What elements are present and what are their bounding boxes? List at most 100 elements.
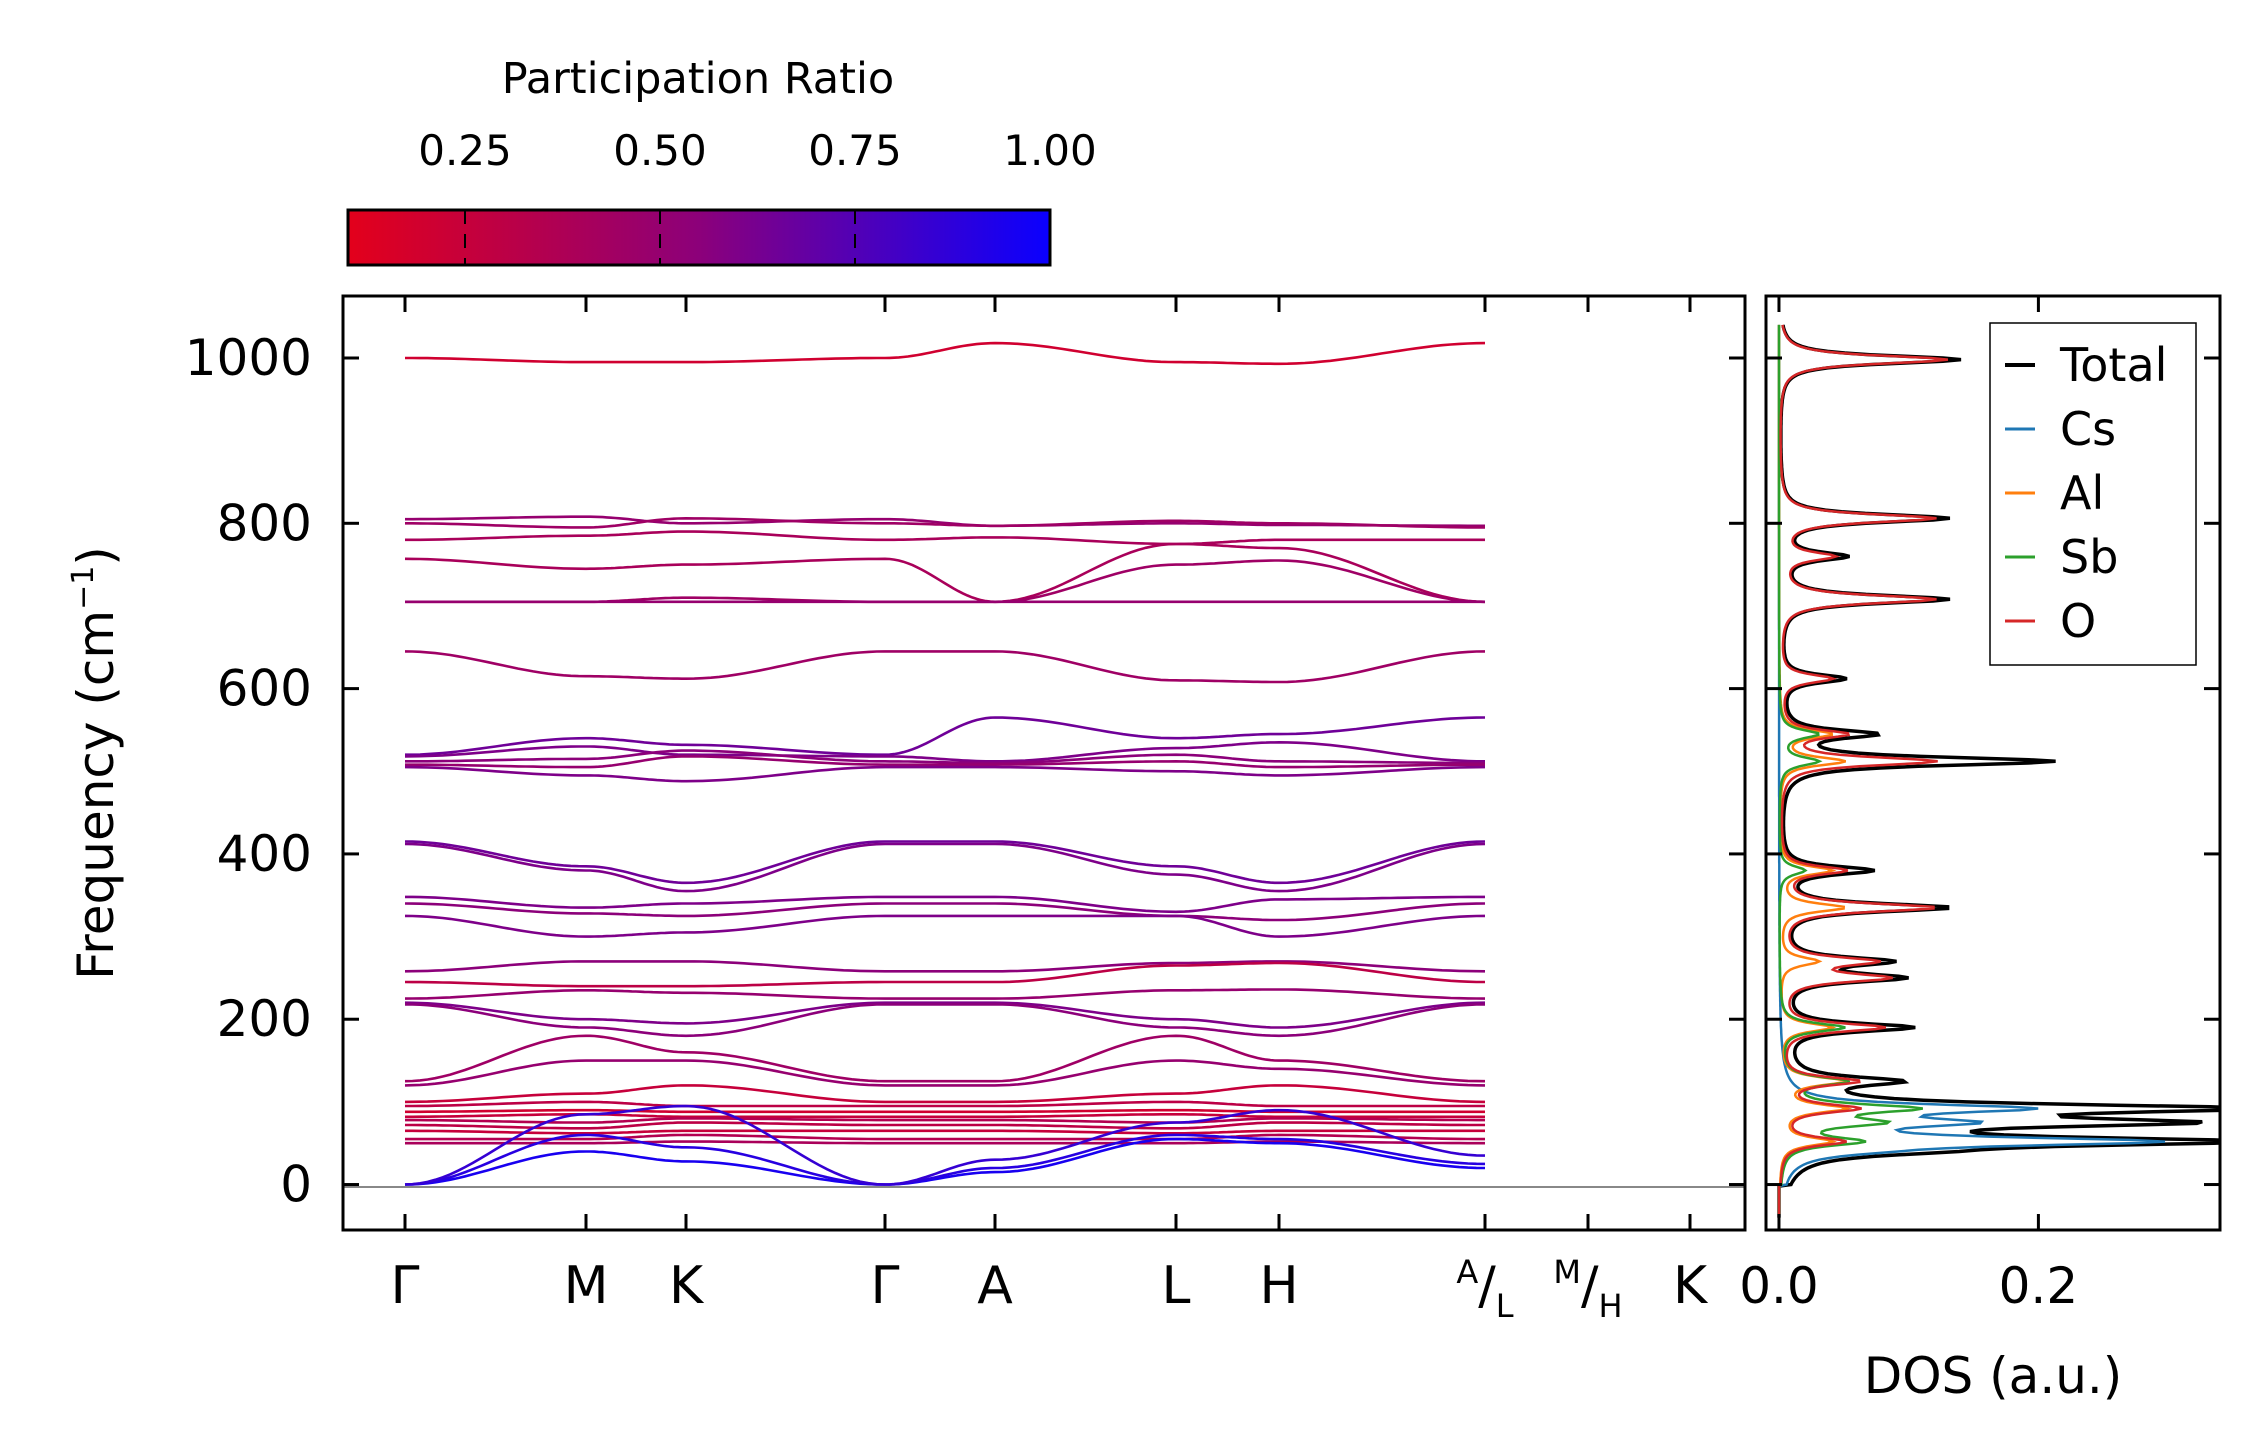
y-tick-label: 400 bbox=[217, 825, 312, 883]
band-b-225 bbox=[404, 988, 1486, 1000]
colorbar-tick: 0.25 bbox=[418, 126, 512, 265]
band-b-508 bbox=[405, 755, 1485, 769]
k-point-label: A bbox=[977, 1256, 1013, 1316]
band-acoustic-2 bbox=[404, 1133, 1486, 1186]
legend-entry: O bbox=[2005, 594, 2096, 648]
k-point-tick: K bbox=[1673, 296, 1709, 1316]
k-point-tick: Γ bbox=[871, 296, 900, 1316]
y-tick: 1000 bbox=[185, 329, 1745, 387]
k-point-label: Γ bbox=[391, 1256, 420, 1316]
band-b-95 bbox=[405, 1100, 1485, 1108]
y-tick-label: 800 bbox=[217, 494, 312, 552]
legend-label: Sb bbox=[2060, 530, 2118, 584]
band-b-348 bbox=[405, 895, 1485, 914]
legend-entry: Cs bbox=[2005, 402, 2116, 456]
band-b-805 bbox=[405, 515, 1485, 528]
band-b-780 bbox=[405, 530, 1485, 546]
y-tick: 800 bbox=[217, 494, 1745, 552]
band-b-512 bbox=[405, 749, 1485, 765]
band-b-245 bbox=[404, 961, 1485, 988]
y-tick: 600 bbox=[217, 660, 1745, 718]
k-point-tick: H bbox=[1259, 296, 1299, 1316]
band-b-415b bbox=[404, 842, 1486, 893]
legend-label: O bbox=[2060, 594, 2096, 648]
main-y-ticks: 0 200 400 600 800 1000 bbox=[185, 329, 1745, 1214]
dos-panel: 0.0 0.2 DOS (a.u.) Total Cs Al Sb O bbox=[1739, 294, 2222, 1405]
band-b-258 bbox=[404, 960, 1486, 973]
k-point-label: K bbox=[1673, 1256, 1709, 1316]
band-b-100 bbox=[404, 1084, 1486, 1104]
band-b-565 bbox=[405, 716, 1486, 756]
colorbar-tick-label: 0.25 bbox=[418, 126, 512, 175]
band-acoustic-3 bbox=[404, 1104, 1486, 1186]
legend-entry: Total bbox=[2005, 338, 2167, 392]
band-b-505 bbox=[404, 765, 1486, 783]
colorbar: Participation Ratio 0.25 0.50 0.75 1.00 bbox=[346, 54, 1097, 267]
k-point-tick: A bbox=[977, 296, 1013, 1316]
dos-ticks: 0.0 0.2 bbox=[1739, 296, 2220, 1315]
main-x-ticks: Γ M K Γ A L H A/LM/H K bbox=[391, 296, 1709, 1325]
y-tick-label: 1000 bbox=[185, 329, 312, 387]
band-b-415a bbox=[404, 840, 1486, 885]
dos-x-tick-label: 0.0 bbox=[1739, 1257, 1819, 1315]
band-b-65 bbox=[405, 1129, 1485, 1135]
k-point-tick: L bbox=[1162, 296, 1191, 1316]
colorbar-tick: 0.50 bbox=[613, 126, 707, 265]
band-b-120 bbox=[404, 1059, 1486, 1087]
dos-curves bbox=[1777, 324, 2220, 1218]
k-point-label: M/H bbox=[1553, 1253, 1622, 1325]
legend-entry: Al bbox=[2005, 466, 2104, 520]
colorbar-gradient bbox=[346, 208, 1052, 267]
band-b-325 bbox=[404, 914, 1486, 938]
k-point-label: Γ bbox=[871, 1256, 900, 1316]
band-b-78 bbox=[405, 1117, 1485, 1124]
k-point-tick: M bbox=[564, 296, 609, 1316]
colorbar-tick-label: 0.75 bbox=[808, 126, 902, 175]
band-b-705a bbox=[405, 559, 1486, 604]
dos-x-tick: 0.0 bbox=[1739, 296, 1819, 1315]
phonon-bands bbox=[404, 341, 1486, 1186]
colorbar-tick-label: 0.50 bbox=[613, 126, 707, 175]
k-point-label: H bbox=[1259, 1256, 1298, 1316]
band-b-645 bbox=[404, 650, 1486, 684]
dos-x-tick-label: 0.2 bbox=[1999, 1257, 2079, 1315]
y-tick-label: 600 bbox=[217, 660, 312, 718]
k-point-label: A/L bbox=[1456, 1253, 1513, 1325]
dos-axes-frame bbox=[1764, 294, 2222, 1232]
band-high-1 bbox=[405, 341, 1486, 366]
band-b-125 bbox=[404, 1034, 1486, 1083]
band-b-800 bbox=[405, 516, 1485, 529]
band-acoustic-1 bbox=[404, 1137, 1486, 1186]
band-b-755 bbox=[404, 542, 1486, 604]
k-point-label: K bbox=[669, 1256, 705, 1316]
colorbar-tick: 0.75 bbox=[808, 126, 902, 265]
y-tick-label: 200 bbox=[217, 990, 312, 1048]
k-point-tick: A/L bbox=[1456, 296, 1514, 1325]
k-point-tick: Γ bbox=[391, 296, 420, 1316]
band-b-88 bbox=[405, 1108, 1485, 1114]
band-b-520 bbox=[404, 740, 1485, 763]
colorbar-tick: 1.00 bbox=[1003, 126, 1097, 175]
dos-curve-o bbox=[1777, 324, 1949, 1218]
legend-label: Cs bbox=[2060, 402, 2116, 456]
colorbar-ticks: 0.25 0.50 0.75 1.00 bbox=[418, 126, 1097, 265]
band-b-340 bbox=[404, 902, 1486, 922]
k-point-tick: M/H bbox=[1553, 296, 1623, 1325]
dos-legend: Total Cs Al Sb O bbox=[1989, 322, 2197, 666]
y-tick: 200 bbox=[217, 990, 1745, 1048]
y-axis-label: Frequency (cm−1) bbox=[66, 546, 125, 980]
k-point-label: M bbox=[564, 1256, 609, 1316]
band-b-220a bbox=[404, 1001, 1486, 1029]
legend-label: Total bbox=[2059, 338, 2167, 392]
y-tick: 0 bbox=[280, 1156, 1745, 1214]
colorbar-tick-label: 1.00 bbox=[1003, 126, 1097, 175]
band-b-220b bbox=[404, 1003, 1486, 1038]
main-axes-frame bbox=[341, 294, 1747, 1232]
k-point-tick: K bbox=[669, 296, 705, 1316]
y-tick: 400 bbox=[217, 825, 1745, 883]
colorbar-title: Participation Ratio bbox=[502, 54, 895, 104]
legend-label: Al bbox=[2060, 466, 2104, 520]
dos-x-tick: 0.2 bbox=[1999, 296, 2079, 1315]
